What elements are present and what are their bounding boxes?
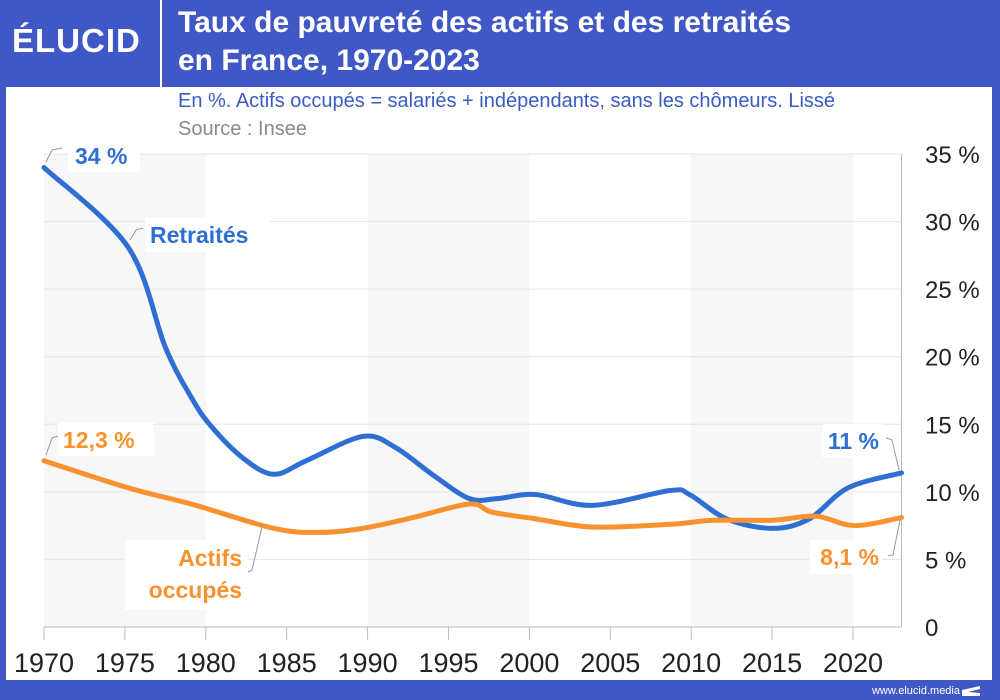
label-actifs-end: 8,1 % — [820, 544, 879, 570]
series-line-actifs — [41, 458, 904, 535]
x-tick-label: 1995 — [418, 648, 478, 678]
chart-source: Source : Insee — [178, 118, 307, 140]
x-tick-label: 1990 — [338, 648, 398, 678]
chart-title-line1: Taux de pauvreté des actifs et des retra… — [178, 6, 792, 39]
elucid-mark-icon — [962, 686, 980, 696]
x-tick-label: 2015 — [742, 648, 802, 678]
x-tick-label: 1985 — [257, 648, 317, 678]
y-tick-label: 10 % — [925, 480, 980, 507]
leader-34 — [45, 147, 63, 163]
leader-actifs — [247, 526, 263, 573]
label-retraites-start: 34 % — [75, 143, 127, 169]
x-tick-label: 2000 — [499, 648, 559, 678]
label-retraites-end: 11 % — [828, 428, 879, 454]
x-tick-label: 2005 — [580, 648, 640, 678]
y-tick-label: 20 % — [925, 345, 980, 372]
label-actifs-line2: occupés — [149, 577, 242, 603]
y-tick-label: 5 % — [925, 547, 966, 574]
leader-11 — [885, 437, 900, 471]
leader-81 — [887, 519, 901, 557]
chart-title-line2: en France, 1970-2023 — [178, 44, 480, 77]
footer-url: www.elucid.media — [871, 685, 960, 697]
logo-divider — [160, 0, 162, 87]
label-actifs-line1: Actifs — [178, 545, 242, 571]
y-tick-label: 0 — [925, 615, 938, 642]
label-retraites: Retraités — [150, 222, 248, 248]
series-line-retraites — [41, 165, 904, 531]
x-tick-label: 1975 — [95, 648, 155, 678]
shaded-band — [367, 154, 530, 627]
leader-retraites — [129, 227, 144, 241]
x-tick-label: 1970 — [14, 648, 74, 678]
elucid-logo: ÉLUCID — [12, 22, 141, 59]
y-tick-label: 35 % — [925, 142, 980, 169]
leader-123 — [45, 435, 59, 456]
label-actifs-start: 12,3 % — [63, 427, 135, 453]
y-tick-label: 25 % — [925, 277, 980, 304]
x-tick-label: 2020 — [823, 648, 883, 678]
x-tick-label: 2010 — [661, 648, 721, 678]
y-tick-label: 15 % — [925, 412, 980, 439]
x-tick-label: 1980 — [176, 648, 236, 678]
y-tick-label: 30 % — [925, 210, 980, 237]
chart-subtitle: En %. Actifs occupés = salariés + indépe… — [178, 90, 836, 112]
